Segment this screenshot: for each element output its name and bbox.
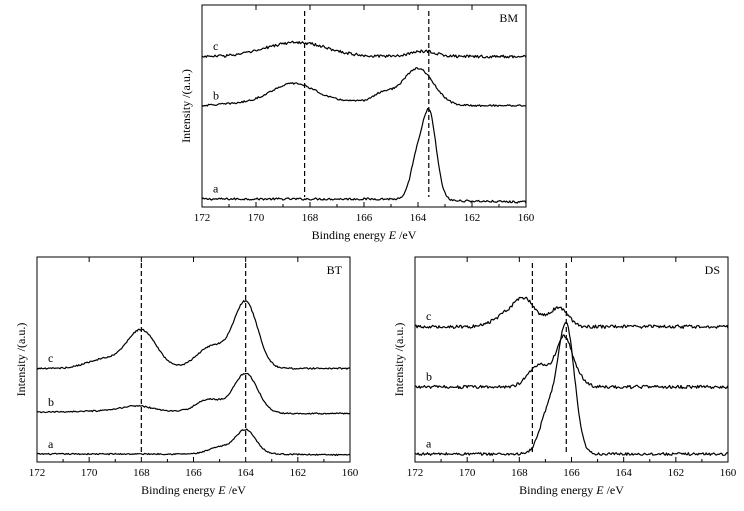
x-tick-label: 164 bbox=[410, 212, 427, 224]
y-axis-label: Intensity /(a.u.) bbox=[392, 323, 406, 397]
x-tick-label: 164 bbox=[615, 467, 632, 479]
x-axis-label: Binding energy E /eV bbox=[141, 483, 246, 497]
x-tick-label: 172 bbox=[194, 212, 211, 224]
x-tick-label: 170 bbox=[459, 467, 476, 479]
panel-title: DS bbox=[705, 263, 720, 277]
y-axis-label: Intensity /(a.u.) bbox=[14, 323, 28, 397]
spectrum-b bbox=[36, 372, 351, 415]
x-tick-label: 172 bbox=[29, 467, 46, 479]
spectrum-c bbox=[201, 40, 527, 59]
x-axis-symbol: E bbox=[595, 483, 604, 497]
x-tick-label: 164 bbox=[237, 467, 254, 479]
x-axis-unit: /eV bbox=[396, 228, 417, 242]
spectrum-b bbox=[414, 334, 729, 390]
x-axis-label-text: Binding energy bbox=[141, 483, 218, 497]
spectrum-a bbox=[414, 321, 729, 456]
x-tick-label: 172 bbox=[407, 467, 424, 479]
x-tick-label: 166 bbox=[185, 467, 202, 479]
x-tick-label: 166 bbox=[563, 467, 580, 479]
x-tick-label: 162 bbox=[464, 212, 481, 224]
panel-ds: 172 170 168 166 164 162 160 Binding energy E /e… bbox=[392, 256, 737, 497]
x-axis-unit: /eV bbox=[226, 483, 247, 497]
series-label-b: b bbox=[213, 88, 219, 102]
series-label-a: a bbox=[426, 436, 432, 450]
spectrum-a bbox=[201, 107, 527, 204]
x-tick-label: 170 bbox=[248, 212, 265, 224]
x-tick-label: 170 bbox=[81, 467, 98, 479]
x-tick-label: 168 bbox=[511, 467, 528, 479]
series-label-c: c bbox=[426, 309, 431, 323]
spectrum-b bbox=[201, 67, 527, 107]
series-label-a: a bbox=[213, 182, 219, 196]
x-tick-label: 162 bbox=[668, 467, 685, 479]
x-axis-label: Binding energy E /eV bbox=[519, 483, 624, 497]
series-label-a: a bbox=[48, 437, 54, 451]
x-tick-label: 168 bbox=[302, 212, 319, 224]
x-axis-label-text: Binding energy bbox=[519, 483, 596, 497]
series-label-b: b bbox=[426, 369, 432, 383]
spectrum-a bbox=[36, 428, 351, 457]
x-tick-label: 160 bbox=[342, 467, 359, 479]
panel-bt: 172 170 168 166 164 162 160 Binding energy E /e… bbox=[14, 256, 359, 497]
x-axis-symbol: E bbox=[217, 483, 226, 497]
axes-frame bbox=[36, 256, 351, 463]
x-axis-label-text: Binding energy bbox=[312, 228, 389, 242]
panel-title: BT bbox=[327, 263, 343, 277]
axes-frame bbox=[414, 256, 729, 463]
y-axis-label: Intensity /(a.u.) bbox=[179, 69, 193, 143]
panel-bm: 172 170 168 166 164 162 160 Binding energy E /e… bbox=[179, 4, 535, 242]
x-axis-symbol: E bbox=[388, 228, 397, 242]
spectrum-c bbox=[36, 300, 351, 370]
panel-title: BM bbox=[499, 11, 518, 25]
series-label-b: b bbox=[48, 395, 54, 409]
x-tick-label: 162 bbox=[290, 467, 307, 479]
x-axis-unit: /eV bbox=[604, 483, 625, 497]
x-tick-label: 168 bbox=[133, 467, 150, 479]
x-tick-label: 160 bbox=[720, 467, 737, 479]
series-label-c: c bbox=[213, 39, 218, 53]
x-axis-label: Binding energy E /eV bbox=[312, 228, 417, 242]
x-tick-label: 160 bbox=[518, 212, 535, 224]
x-tick-label: 166 bbox=[356, 212, 373, 224]
spectrum-c bbox=[414, 296, 729, 329]
series-label-c: c bbox=[48, 351, 53, 365]
